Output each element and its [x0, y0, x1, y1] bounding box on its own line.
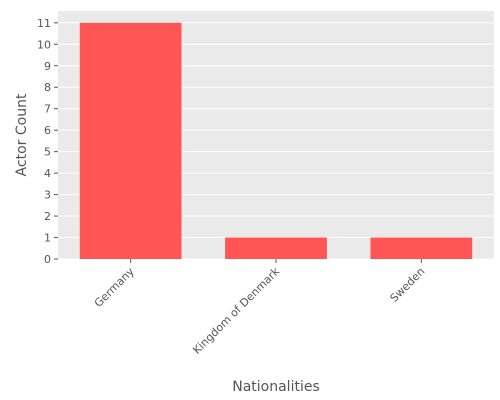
y-tick-label: 5 — [44, 146, 51, 159]
x-axis: Germany Kingdom of Denmark Sweden — [92, 259, 428, 357]
y-tick-label: 1 — [44, 232, 51, 245]
bar-germany — [79, 22, 182, 259]
y-tick-label: 3 — [44, 189, 51, 202]
y-tick-label: 0 — [44, 253, 51, 266]
y-tick-label: 6 — [44, 124, 51, 137]
y-tick-label: 2 — [44, 210, 51, 223]
bars — [79, 22, 473, 259]
bar-sweden — [370, 237, 473, 259]
y-tick-label: 7 — [44, 103, 51, 116]
y-tick-label: 11 — [37, 17, 51, 30]
x-axis-title: Nationalities — [232, 379, 320, 395]
x-tick-label: Sweden — [388, 265, 428, 305]
x-tick-label: Kingdom of Denmark — [190, 264, 282, 356]
y-tick-label: 4 — [44, 167, 51, 180]
y-tick-label: 10 — [37, 38, 51, 51]
bar-kingdom-of-denmark — [225, 237, 327, 259]
y-tick-label: 8 — [44, 81, 51, 94]
y-tick-label: 9 — [44, 60, 51, 73]
x-tick-label: Germany — [92, 265, 137, 310]
y-axis-title: Actor Count — [14, 93, 30, 176]
y-axis: 0 1 2 3 4 5 6 7 8 9 10 11 — [37, 17, 58, 266]
